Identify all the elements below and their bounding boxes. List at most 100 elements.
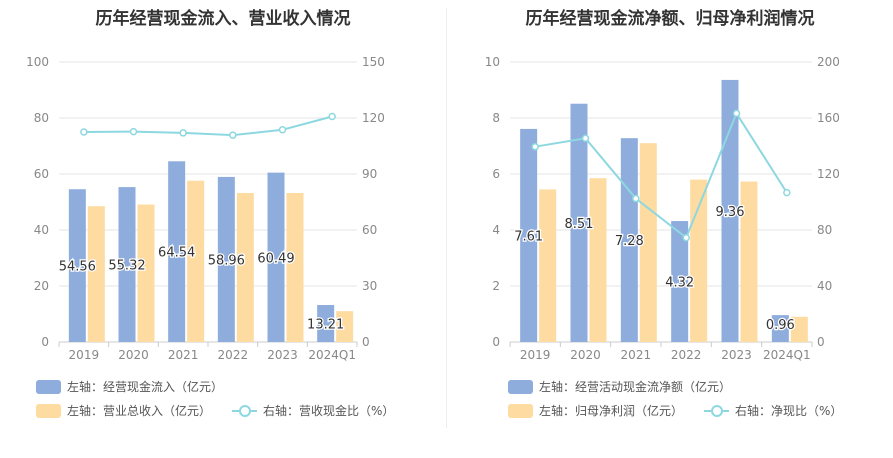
ratio-point-2022	[229, 131, 237, 139]
legend-swatch-line	[704, 404, 729, 418]
bar-data-label: 55.32	[108, 259, 145, 274]
legend-item-series-0[interactable]: 左轴：经营现金流入（亿元）	[36, 378, 223, 395]
x-tick-label: 2019	[520, 348, 551, 362]
panel-divider	[446, 8, 447, 428]
x-tick-label: 2022	[218, 348, 249, 362]
legend-label: 左轴：归母净利润（亿元）	[539, 404, 684, 418]
y-right-tick-label: 30	[362, 279, 377, 293]
legend-item-series-1[interactable]: 左轴：营业总收入（亿元）	[36, 402, 211, 419]
bar-blue-2019	[68, 189, 86, 342]
legend-label: 右轴：净现比（%）	[735, 404, 843, 418]
ratio-line	[535, 111, 788, 240]
legend-swatch-line	[232, 404, 257, 418]
chart-title: 历年经营现金流入、营业收入情况	[95, 9, 351, 29]
y-left-tick-label: 10	[485, 55, 500, 69]
y-left-tick-label: 80	[34, 111, 49, 125]
legend-label: 左轴：营业总收入（亿元）	[67, 404, 212, 418]
bar-blue-2024Q1	[771, 315, 789, 342]
bar-blue-2019	[520, 128, 538, 342]
y-right-tick-label: 0	[817, 335, 825, 349]
bar-data-label: 0.96	[766, 318, 795, 333]
bar-data-label: 9.36	[716, 205, 745, 220]
y-right-tick-label: 80	[817, 223, 832, 237]
y-left-tick-label: 8	[492, 111, 500, 125]
y-right-tick-label: 120	[817, 167, 840, 181]
legend-label: 右轴：营收现金比（%）	[263, 404, 395, 418]
bar-blue-2020	[118, 187, 136, 342]
ratio-point-2021	[632, 194, 640, 203]
bar-yellow-2023	[286, 193, 304, 342]
legend-item-series-0[interactable]: 左轴：经营活动现金流净额（亿元）	[508, 378, 731, 395]
legend-swatch-bar-yellow	[36, 403, 61, 418]
y-left-tick-label: 0	[41, 335, 49, 349]
y-right-tick-label: 40	[817, 279, 832, 293]
y-right-tick-label: 150	[362, 55, 385, 69]
bar-data-label: 60.49	[257, 251, 294, 266]
ratio-point-2024Q1	[783, 188, 791, 197]
chart-panel-cash-inflow: 历年经营现金流入、营业收入情况 0 20 40 60 80 100 0 30 60 90 120 15…	[0, 0, 446, 458]
bar-yellow-2019	[539, 189, 557, 342]
ratio-line	[83, 115, 333, 137]
y-right-tick-label: 90	[362, 167, 377, 181]
x-tick-label: 2024Q1	[308, 348, 356, 362]
y-left-tick-label: 40	[34, 223, 49, 237]
bar-yellow-2020	[589, 178, 607, 342]
ratio-point-2021	[179, 129, 187, 137]
legend-item-series-2[interactable]: 右轴：营收现金比（%）	[232, 402, 394, 419]
y-left-tick-label: 60	[34, 167, 49, 181]
bar-data-label: 7.61	[514, 229, 543, 244]
ratio-point-2023	[278, 126, 287, 134]
chart-net-cash-profit: 0 2 4 6 8 10 0 40 80 120 160 200 2019 2020 2021 2022 202…	[485, 55, 840, 362]
bar-data-label: 8.51	[565, 217, 594, 232]
legend-swatch-bar-yellow	[508, 403, 533, 418]
x-tick-label: 2020	[118, 348, 149, 362]
bar-yellow-2021	[639, 143, 657, 342]
y-right-tick-label: 120	[362, 111, 385, 125]
bar-yellow-2022	[236, 193, 254, 342]
bar-blue-2020	[570, 103, 588, 342]
x-tick-label: 2021	[168, 348, 199, 362]
bar-yellow-2020	[137, 204, 155, 342]
x-tick-label: 2020	[570, 348, 601, 362]
bar-blue-2022	[217, 176, 235, 342]
bar-yellow-2019	[87, 206, 105, 342]
bar-blue-2022	[671, 221, 689, 342]
legend-label: 左轴：经营现金流入（亿元）	[67, 380, 224, 394]
x-tick-label: 2019	[69, 348, 100, 362]
legend-item-series-2[interactable]: 右轴：净现比（%）	[704, 402, 842, 419]
y-right-tick-label: 60	[362, 223, 377, 237]
bar-yellow-2023	[740, 181, 758, 342]
x-tick-label: 2024Q1	[763, 348, 811, 362]
legend-item-series-1[interactable]: 左轴：归母净利润（亿元）	[508, 402, 683, 419]
bar-data-label: 64.54	[158, 246, 195, 261]
bar-yellow-2024Q1	[790, 316, 808, 342]
x-tick-label: 2023	[721, 348, 752, 362]
legend-swatch-bar-blue	[36, 379, 61, 394]
y-left-tick-label: 2	[492, 279, 500, 293]
ratio-point-2024Q1	[328, 112, 336, 121]
y-left-tick-label: 0	[492, 335, 500, 349]
y-right-tick-label: 160	[817, 111, 840, 125]
bar-data-label: 13.21	[307, 318, 344, 333]
y-left-tick-label: 6	[492, 167, 500, 181]
ratio-point-2020	[581, 134, 590, 143]
x-tick-label: 2021	[621, 348, 652, 362]
bar-blue-2021	[168, 161, 186, 342]
y-left-tick-label: 100	[26, 55, 49, 69]
chart-cash-inflow-revenue: 0 20 40 60 80 100 0 30 60 90 120 150 2019 2020 2021 202…	[26, 55, 385, 362]
chart-panel-net-cash: 历年经营现金流净额、归母净利润情况 0 2 4 6 8 10 0 40 80 120 160 200 2…	[447, 0, 893, 458]
y-right-tick-label: 0	[362, 335, 370, 349]
bar-blue-2024Q1	[317, 305, 335, 342]
ratio-point-2020	[129, 127, 138, 136]
legend-label: 左轴：经营活动现金流净额（亿元）	[539, 380, 732, 394]
legend-swatch-bar-blue	[508, 379, 533, 394]
bar-yellow-2021	[187, 180, 205, 342]
ratio-point-2023	[732, 109, 741, 118]
chart-title: 历年经营现金流净额、归母净利润情况	[525, 9, 815, 29]
bar-yellow-2024Q1	[336, 311, 354, 342]
bar-blue-2023	[721, 79, 739, 343]
bar-blue-2023	[267, 172, 285, 342]
x-tick-label: 2023	[267, 348, 298, 362]
bar-data-label: 4.32	[665, 276, 694, 291]
bar-data-label: 7.28	[615, 234, 644, 249]
